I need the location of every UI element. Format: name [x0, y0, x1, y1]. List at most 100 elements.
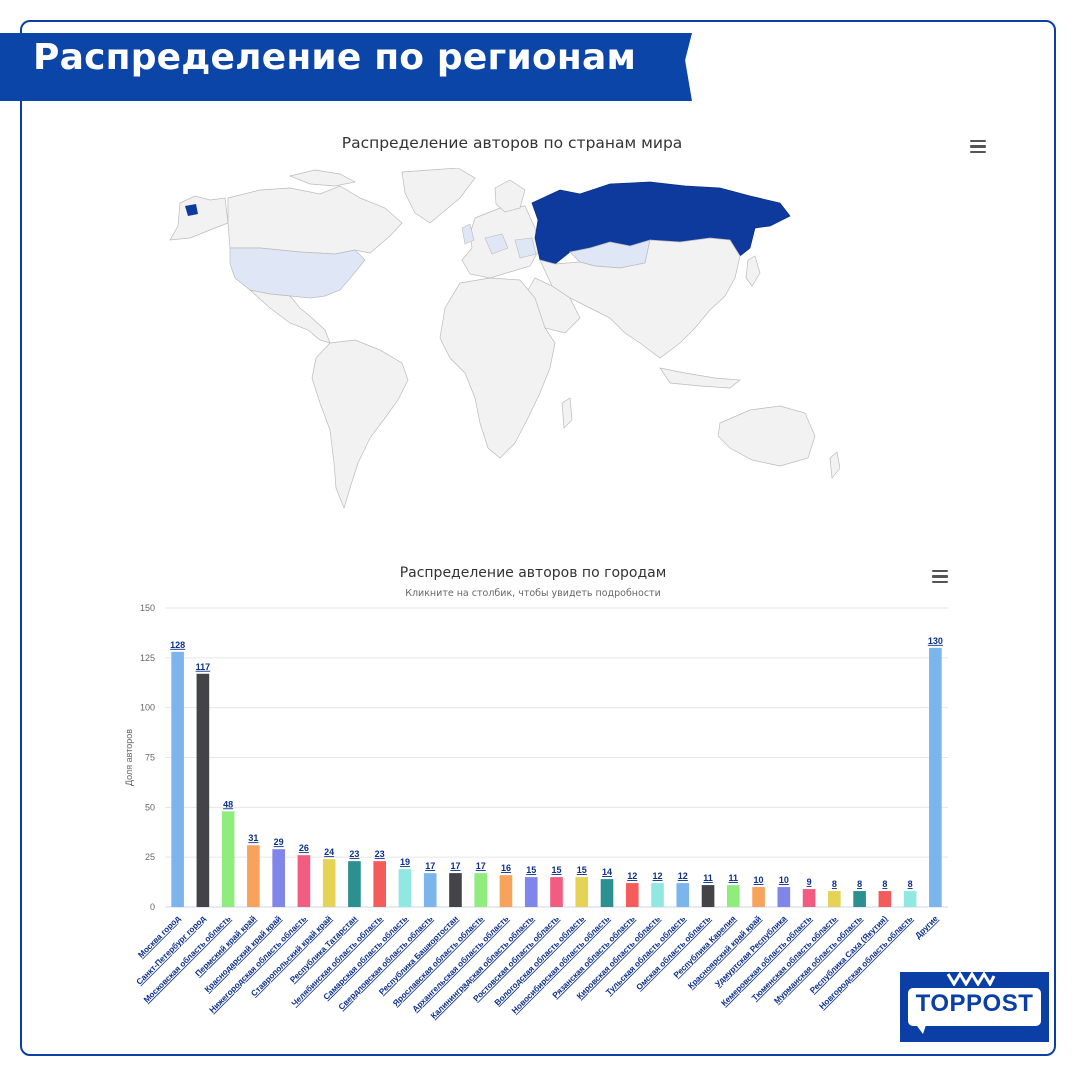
map-usa — [229, 247, 366, 299]
data-label: 14 — [602, 867, 612, 877]
bar-chart-title: Распределение авторов по городам — [399, 565, 667, 581]
data-label: 12 — [678, 871, 688, 881]
y-tick-label: 125 — [140, 653, 155, 663]
x-category-label[interactable]: Кемеровская область область — [719, 913, 814, 1008]
bar[interactable] — [777, 887, 791, 907]
bar[interactable] — [625, 883, 639, 907]
bar[interactable] — [221, 811, 235, 907]
map-uk — [461, 223, 475, 245]
bar[interactable] — [550, 877, 563, 907]
bar[interactable] — [373, 861, 387, 907]
map-south-america — [311, 339, 409, 510]
bar-chart-subtitle: Кликните на столбик, чтобы увидеть подро… — [405, 588, 661, 599]
data-label: 23 — [349, 849, 359, 859]
x-category-label[interactable]: Другие — [913, 914, 940, 941]
bar[interactable] — [676, 883, 690, 907]
data-label: 128 — [170, 640, 185, 650]
bar[interactable] — [474, 873, 488, 907]
bar[interactable] — [449, 873, 462, 907]
bar-menu-icon[interactable] — [932, 570, 948, 584]
bar[interactable] — [651, 883, 664, 907]
map-europe-highlight-2 — [514, 237, 537, 259]
data-label: 8 — [908, 879, 913, 889]
bar[interactable] — [398, 869, 412, 907]
data-label: 10 — [779, 875, 789, 885]
data-label: 12 — [653, 871, 663, 881]
map-scandinavia — [494, 179, 526, 213]
map-indonesia — [659, 367, 741, 389]
bar[interactable] — [196, 673, 210, 907]
data-label: 15 — [551, 865, 561, 875]
logo-text: TOPPOST — [915, 990, 1034, 1017]
y-tick-label: 100 — [140, 703, 155, 713]
bar[interactable] — [348, 861, 361, 907]
map-alaska — [169, 195, 229, 241]
map-greenland — [401, 168, 476, 224]
bar[interactable] — [600, 879, 614, 907]
map-australia — [717, 405, 816, 467]
data-label: 11 — [729, 873, 739, 883]
x-category-label[interactable]: Москва город — [136, 913, 182, 959]
x-category-label[interactable]: Ярославская область область — [390, 913, 485, 1008]
bar[interactable] — [903, 891, 917, 907]
map-madagascar — [561, 397, 573, 429]
data-label: 12 — [627, 871, 637, 881]
data-label: 8 — [832, 879, 837, 889]
world-map — [169, 168, 840, 510]
map-menu-icon[interactable] — [970, 140, 986, 154]
bar[interactable] — [524, 877, 538, 907]
map-title: Распределение авторов по странам мира — [341, 134, 683, 152]
bar[interactable] — [802, 889, 816, 907]
bar[interactable] — [247, 845, 260, 907]
bar[interactable] — [878, 891, 892, 907]
y-axis-label: Доля авторов — [124, 729, 134, 786]
data-label: 48 — [223, 799, 233, 809]
y-tick-label: 150 — [140, 603, 155, 613]
bar[interactable] — [575, 877, 589, 907]
data-label: 23 — [375, 849, 385, 859]
map-japan — [745, 255, 761, 287]
header-banner — [0, 33, 692, 101]
data-label: 24 — [324, 847, 334, 857]
bar[interactable] — [297, 855, 311, 907]
data-label: 130 — [928, 636, 943, 646]
content-frame — [20, 20, 1056, 1056]
bar[interactable] — [423, 873, 437, 907]
bar[interactable] — [171, 651, 184, 907]
data-label: 17 — [425, 861, 435, 871]
toppost-logo: TOPPOST — [900, 972, 1049, 1042]
y-tick-label: 75 — [145, 753, 155, 763]
data-label: 29 — [274, 837, 284, 847]
bar[interactable] — [499, 875, 513, 907]
x-category-label[interactable]: Вологодская область область — [492, 913, 586, 1007]
data-label: 8 — [882, 879, 887, 889]
data-label: 17 — [450, 861, 460, 871]
bar[interactable] — [322, 859, 336, 907]
map-alaska-highlight — [185, 204, 198, 216]
bar[interactable] — [726, 885, 740, 907]
bar[interactable] — [701, 885, 715, 907]
data-label: 31 — [248, 833, 258, 843]
data-label: 17 — [476, 861, 486, 871]
bar[interactable] — [272, 849, 285, 907]
y-tick-label: 50 — [145, 802, 155, 812]
map-europe-highlight-1 — [484, 233, 509, 255]
data-label: 16 — [501, 863, 511, 873]
data-label: 15 — [526, 865, 536, 875]
bar[interactable] — [828, 891, 841, 907]
logo-waves-icon — [946, 972, 996, 986]
data-label: 117 — [196, 662, 211, 672]
page-title: Распределение по регионам — [33, 37, 637, 78]
bar[interactable] — [853, 891, 866, 907]
data-label: 15 — [577, 865, 587, 875]
bar[interactable] — [929, 647, 942, 907]
data-label: 26 — [299, 843, 309, 853]
data-label: 8 — [857, 879, 862, 889]
map-africa — [439, 277, 556, 459]
y-tick-label: 25 — [145, 852, 155, 862]
data-label: 9 — [807, 877, 812, 887]
bar[interactable] — [752, 887, 765, 907]
map-canada-islands — [288, 169, 357, 187]
x-category-label[interactable]: Челябинская область область — [289, 913, 384, 1008]
